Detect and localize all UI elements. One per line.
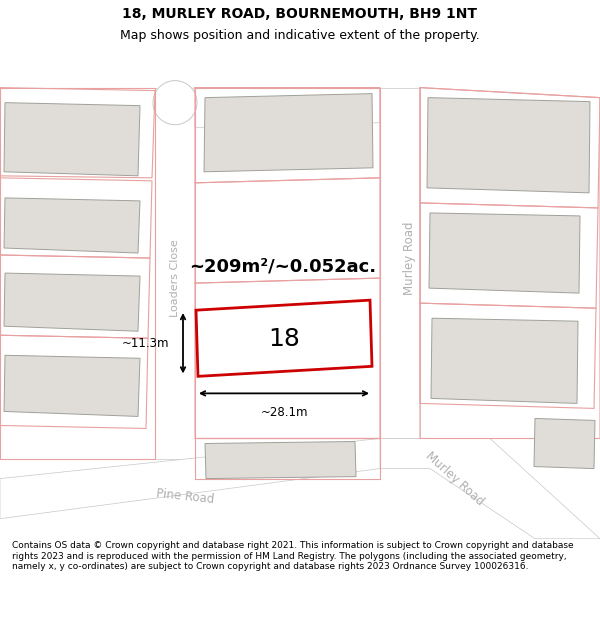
Polygon shape xyxy=(427,98,590,193)
Polygon shape xyxy=(4,273,140,331)
Text: Pine Road: Pine Road xyxy=(155,487,215,506)
Polygon shape xyxy=(196,300,372,376)
Text: ~209m²/~0.052ac.: ~209m²/~0.052ac. xyxy=(190,257,377,275)
Polygon shape xyxy=(431,318,578,403)
Polygon shape xyxy=(534,419,595,469)
Text: ~28.1m: ~28.1m xyxy=(260,406,308,419)
Polygon shape xyxy=(195,88,380,128)
Polygon shape xyxy=(205,441,356,479)
Text: Murley Road: Murley Road xyxy=(424,449,487,508)
Text: Contains OS data © Crown copyright and database right 2021. This information is : Contains OS data © Crown copyright and d… xyxy=(12,541,574,571)
Polygon shape xyxy=(4,102,140,176)
Text: Loaders Close: Loaders Close xyxy=(170,239,180,317)
Text: 18: 18 xyxy=(268,328,300,351)
Polygon shape xyxy=(204,94,373,172)
Polygon shape xyxy=(380,88,420,439)
Text: Map shows position and indicative extent of the property.: Map shows position and indicative extent… xyxy=(120,29,480,42)
Polygon shape xyxy=(4,355,140,416)
Polygon shape xyxy=(429,213,580,293)
Polygon shape xyxy=(380,439,600,539)
Circle shape xyxy=(153,81,197,125)
Polygon shape xyxy=(155,88,195,459)
Polygon shape xyxy=(0,439,380,519)
Text: ~11.3m: ~11.3m xyxy=(121,337,169,350)
Text: Murley Road: Murley Road xyxy=(404,221,416,295)
Text: 18, MURLEY ROAD, BOURNEMOUTH, BH9 1NT: 18, MURLEY ROAD, BOURNEMOUTH, BH9 1NT xyxy=(122,8,478,21)
Polygon shape xyxy=(4,198,140,253)
